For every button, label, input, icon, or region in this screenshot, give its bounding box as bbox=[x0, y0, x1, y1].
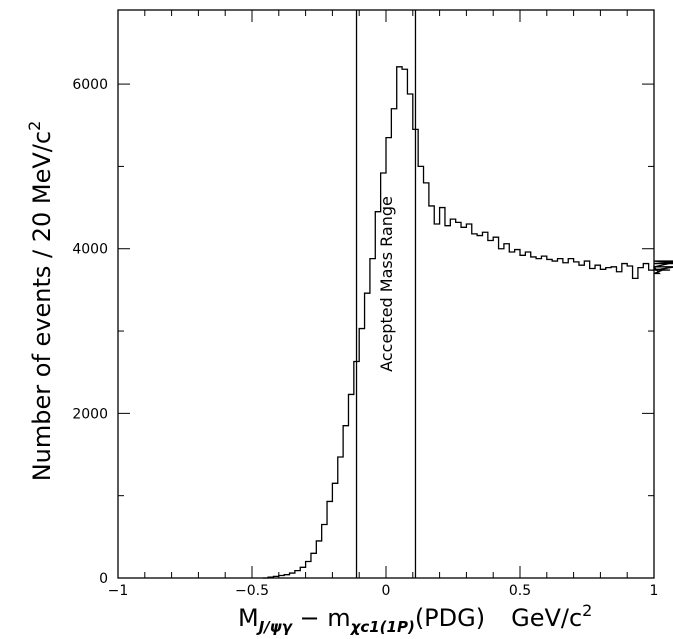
x-axis-title-unit: GeV/c bbox=[511, 604, 582, 632]
x-axis-title-pdg: (PDG) bbox=[415, 604, 485, 632]
y-axis-title: Number of events / 20 MeV/c2 bbox=[25, 121, 56, 482]
y-tick-label: 2000 bbox=[72, 406, 108, 422]
mass-window-lines bbox=[355, 10, 417, 578]
x-axis-title-minus-sub: χc1(1P) bbox=[350, 618, 415, 636]
y-tick-label: 4000 bbox=[72, 242, 108, 258]
x-tick-label: −1 bbox=[108, 583, 129, 599]
x-axis-title: MJ/ψγ − mχc1(1P)(PDG) GeV/c2 bbox=[238, 601, 592, 636]
x-tick-label: 1 bbox=[650, 583, 659, 599]
x-tick-label: −0.5 bbox=[235, 583, 269, 599]
x-axis-title-minus: − m bbox=[292, 604, 351, 632]
axis-tick-labels: −1 −0.5 0 0.5 1 0 2000 4000 6000 bbox=[72, 77, 658, 599]
y-axis-title-sup: 2 bbox=[25, 121, 44, 131]
x-axis-title-main-sub: J/ψγ bbox=[256, 618, 294, 636]
x-tick-label: 0.5 bbox=[509, 583, 531, 599]
annotations: Accepted Mass Range bbox=[377, 196, 396, 372]
histogram-series bbox=[262, 66, 673, 579]
y-tick-label: 0 bbox=[99, 571, 108, 587]
histogram-line bbox=[262, 66, 673, 579]
x-tick-label: 0 bbox=[382, 583, 391, 599]
accepted-mass-range-label: Accepted Mass Range bbox=[377, 196, 396, 372]
y-axis-title-text: Number of events / 20 MeV/c bbox=[28, 131, 56, 481]
y-tick-label: 6000 bbox=[72, 77, 108, 93]
x-axis-title-unit-sup: 2 bbox=[582, 601, 592, 620]
x-axis-title-main: M bbox=[238, 604, 259, 632]
